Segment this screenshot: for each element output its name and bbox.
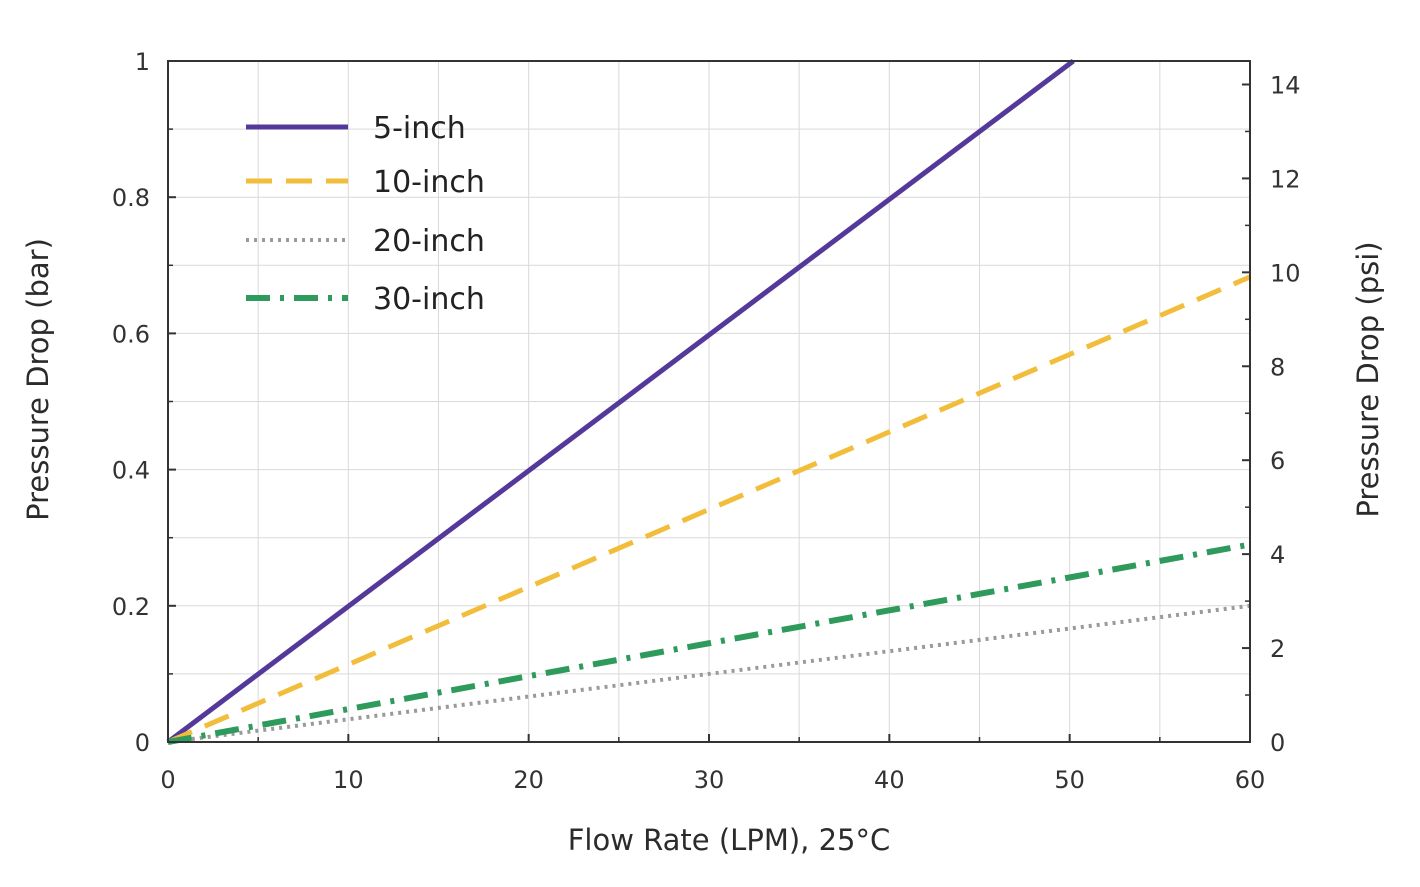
x-tick-label: 50 [1054,766,1085,794]
y-axis-title-right: Pressure Drop (psi) [1351,241,1385,517]
legend-label: 10-inch [373,165,485,200]
legend-label: 30-inch [373,282,485,317]
series-line-20-inch [167,603,1251,744]
y2-tick-label: 12 [1270,165,1301,193]
y-tick-label: 0 [135,729,150,757]
y2-tick-label: 4 [1270,541,1285,569]
grid [167,60,1251,743]
y2-tick-label: 2 [1270,635,1285,663]
x-tick-label: 0 [160,766,175,794]
y-tick-label: 1 [135,48,150,76]
series-line-10-inch [167,274,1251,745]
y2-tick-label: 6 [1270,447,1285,475]
x-tick-label: 40 [874,766,905,794]
series-line-5-inch [166,59,1075,744]
y2-tick-label: 0 [1270,729,1285,757]
x-axis-title: Flow Rate (LPM), 25°C [568,823,891,857]
y-axis-title-left: Pressure Drop (bar) [21,238,55,521]
y2-tick-label: 14 [1270,71,1301,99]
x-tick-label: 30 [694,766,725,794]
y2-tick-label: 8 [1270,353,1285,381]
x-tick-label: 20 [513,766,544,794]
series-line-30-inch [167,541,1251,745]
y-tick-label: 0.8 [112,184,150,212]
y-tick-label: 0.2 [112,593,150,621]
y-tick-label: 0.4 [112,457,150,485]
legend-label: 5-inch [373,111,466,146]
legend: 5-inch 10-inch 20-inch 30-inch [246,111,485,317]
x-tick-label: 10 [333,766,364,794]
y2-tick-label: 10 [1270,259,1301,287]
series-lines [166,59,1251,745]
y-tick-label: 0.6 [112,320,150,348]
legend-label: 20-inch [373,224,485,259]
x-tick-label: 60 [1235,766,1266,794]
